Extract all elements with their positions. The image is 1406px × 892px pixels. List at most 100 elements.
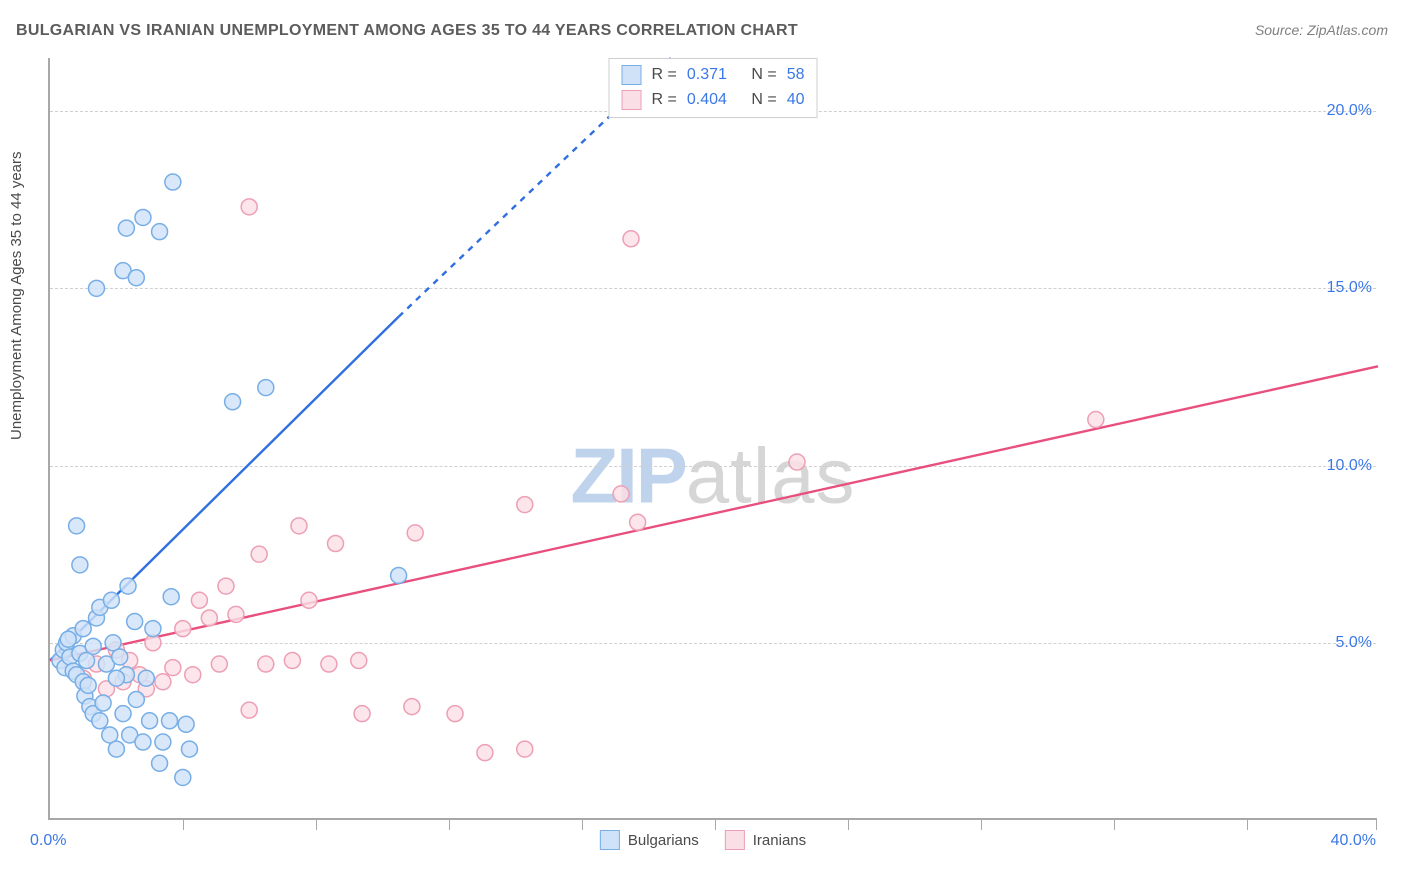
point-iranians: [191, 592, 207, 608]
x-axis-min-label: 0.0%: [30, 832, 66, 850]
point-bulgarians: [69, 518, 85, 534]
source-credit: Source: ZipAtlas.com: [1255, 22, 1388, 38]
point-bulgarians: [163, 589, 179, 605]
x-minor-tick: [1247, 818, 1248, 830]
point-bulgarians: [75, 621, 91, 637]
point-bulgarians: [225, 394, 241, 410]
point-iranians: [155, 674, 171, 690]
point-iranians: [241, 199, 257, 215]
point-bulgarians: [135, 209, 151, 225]
point-bulgarians: [138, 670, 154, 686]
r-label: R =: [652, 63, 677, 88]
point-bulgarians: [95, 695, 111, 711]
point-bulgarians: [103, 592, 119, 608]
point-bulgarians: [391, 567, 407, 583]
point-bulgarians: [88, 280, 104, 296]
point-iranians: [284, 653, 300, 669]
x-minor-tick: [1376, 818, 1377, 830]
legend-label-iranians: Iranians: [753, 832, 806, 849]
point-bulgarians: [175, 769, 191, 785]
point-bulgarians: [115, 706, 131, 722]
swatch-iranians-icon: [725, 830, 745, 850]
x-minor-tick: [1114, 818, 1115, 830]
point-iranians: [1088, 412, 1104, 428]
point-iranians: [623, 231, 639, 247]
stats-row-bulgarians: R = 0.371 N = 58: [622, 63, 805, 88]
point-iranians: [291, 518, 307, 534]
stats-legend-box: R = 0.371 N = 58 R = 0.404 N = 40: [609, 58, 818, 118]
point-bulgarians: [152, 224, 168, 240]
x-axis-max-label: 40.0%: [1331, 832, 1376, 850]
point-bulgarians: [108, 741, 124, 757]
x-minor-tick: [183, 818, 184, 830]
point-bulgarians: [258, 380, 274, 396]
x-minor-tick: [316, 818, 317, 830]
r-label: R =: [652, 88, 677, 113]
point-iranians: [477, 745, 493, 761]
swatch-bulgarians-icon: [622, 65, 642, 85]
n-value-iranians: 40: [787, 88, 805, 113]
point-bulgarians: [178, 716, 194, 732]
r-value-iranians: 0.404: [687, 88, 727, 113]
point-iranians: [258, 656, 274, 672]
n-value-bulgarians: 58: [787, 63, 805, 88]
stats-row-iranians: R = 0.404 N = 40: [622, 88, 805, 113]
point-iranians: [211, 656, 227, 672]
point-bulgarians: [135, 734, 151, 750]
point-iranians: [321, 656, 337, 672]
point-bulgarians: [118, 220, 134, 236]
point-iranians: [351, 653, 367, 669]
point-iranians: [228, 606, 244, 622]
point-iranians: [407, 525, 423, 541]
n-label: N =: [751, 63, 776, 88]
plot-area: ZIPatlas 5.0%10.0%15.0%20.0% R = 0.371 N…: [48, 58, 1376, 820]
point-bulgarians: [85, 638, 101, 654]
point-bulgarians: [80, 677, 96, 693]
point-bulgarians: [108, 670, 124, 686]
x-minor-tick: [981, 818, 982, 830]
point-bulgarians: [112, 649, 128, 665]
point-iranians: [354, 706, 370, 722]
scatter-points: [50, 58, 1376, 818]
point-iranians: [789, 454, 805, 470]
point-bulgarians: [60, 631, 76, 647]
point-iranians: [175, 621, 191, 637]
point-bulgarians: [152, 755, 168, 771]
point-iranians: [517, 497, 533, 513]
point-iranians: [301, 592, 317, 608]
point-bulgarians: [128, 270, 144, 286]
point-iranians: [241, 702, 257, 718]
point-bulgarians: [92, 713, 108, 729]
point-iranians: [328, 536, 344, 552]
point-iranians: [251, 546, 267, 562]
n-label: N =: [751, 88, 776, 113]
chart-title: BULGARIAN VS IRANIAN UNEMPLOYMENT AMONG …: [16, 22, 798, 40]
point-iranians: [630, 514, 646, 530]
y-axis-label: Unemployment Among Ages 35 to 44 years: [8, 151, 25, 440]
x-minor-tick: [715, 818, 716, 830]
point-iranians: [201, 610, 217, 626]
point-bulgarians: [128, 691, 144, 707]
x-minor-tick: [582, 818, 583, 830]
point-iranians: [185, 667, 201, 683]
point-bulgarians: [127, 614, 143, 630]
series-legend: Bulgarians Iranians: [600, 830, 806, 850]
point-iranians: [218, 578, 234, 594]
legend-item-iranians: Iranians: [725, 830, 806, 850]
point-iranians: [517, 741, 533, 757]
point-iranians: [613, 486, 629, 502]
swatch-iranians-icon: [622, 90, 642, 110]
point-iranians: [404, 699, 420, 715]
point-bulgarians: [142, 713, 158, 729]
point-bulgarians: [120, 578, 136, 594]
point-bulgarians: [72, 557, 88, 573]
point-iranians: [447, 706, 463, 722]
point-bulgarians: [165, 174, 181, 190]
x-minor-tick: [449, 818, 450, 830]
legend-item-bulgarians: Bulgarians: [600, 830, 699, 850]
legend-label-bulgarians: Bulgarians: [628, 832, 699, 849]
r-value-bulgarians: 0.371: [687, 63, 727, 88]
x-minor-tick: [848, 818, 849, 830]
swatch-bulgarians-icon: [600, 830, 620, 850]
point-iranians: [165, 660, 181, 676]
